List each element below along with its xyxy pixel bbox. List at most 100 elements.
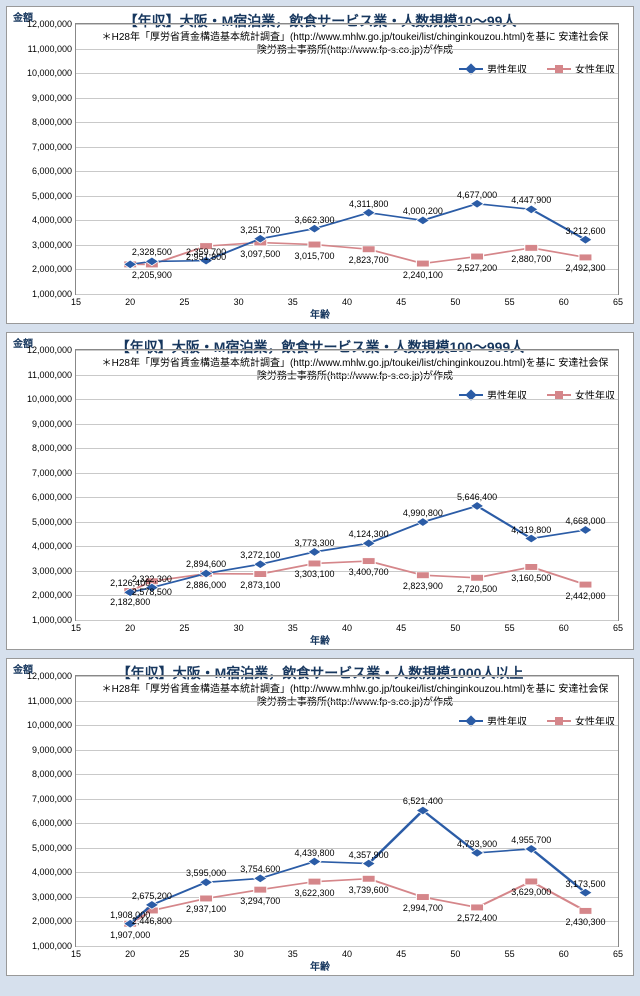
data-point-label: 4,311,800 [349, 199, 388, 209]
y-tick-label: 4,000,000 [32, 541, 72, 551]
y-tick-label: 3,000,000 [32, 566, 72, 576]
data-point-label: 3,629,000 [511, 887, 551, 897]
y-tick-label: 9,000,000 [32, 745, 72, 755]
data-point-label: 2,951,800 [186, 252, 226, 262]
data-point-label: 2,240,100 [403, 270, 443, 280]
data-point-label: 2,886,000 [186, 580, 226, 590]
data-point-label: 2,446,800 [132, 916, 172, 926]
x-tick-label: 15 [71, 949, 81, 959]
x-tick-label: 60 [559, 949, 569, 959]
x-tick-label: 30 [234, 949, 244, 959]
x-tick-label: 25 [179, 297, 189, 307]
data-point-label: 2,527,200 [457, 263, 497, 273]
data-point-label: 2,572,400 [457, 913, 497, 923]
data-point-label: 3,272,100 [240, 550, 280, 560]
y-tick-label: 1,000,000 [32, 289, 72, 299]
y-tick-label: 2,000,000 [32, 916, 72, 926]
data-point-label: 3,739,600 [349, 885, 389, 895]
y-tick-label: 8,000,000 [32, 769, 72, 779]
data-point-label: 2,205,900 [132, 270, 172, 280]
charts-container: 【年収】大阪・M宿泊業，飲食サービス業・人数規模10～99人＊H28年「厚労省賃… [6, 6, 634, 976]
plot-area: 1,000,0002,000,0003,000,0004,000,0005,00… [75, 23, 619, 295]
grid-line [76, 294, 618, 295]
y-tick-label: 12,000,000 [27, 671, 72, 681]
x-tick-label: 15 [71, 297, 81, 307]
data-point-label: 5,646,400 [457, 492, 497, 502]
data-point-label: 2,675,200 [132, 891, 172, 901]
data-point-label: 3,400,700 [349, 567, 389, 577]
data-point-label: 3,294,700 [240, 896, 280, 906]
x-tick-label: 20 [125, 949, 135, 959]
x-tick-label: 40 [342, 949, 352, 959]
data-point-label: 4,793,900 [457, 839, 497, 849]
x-tick-label: 40 [342, 297, 352, 307]
data-point-label: 2,720,500 [457, 584, 497, 594]
y-tick-label: 7,000,000 [32, 142, 72, 152]
data-point-label: 3,251,700 [240, 225, 280, 235]
x-tick-label: 65 [613, 949, 623, 959]
y-tick-label: 7,000,000 [32, 468, 72, 478]
x-tick-label: 50 [450, 623, 460, 633]
y-tick-label: 10,000,000 [27, 394, 72, 404]
x-axis-label: 年齢 [310, 632, 330, 647]
y-tick-label: 1,000,000 [32, 615, 72, 625]
data-point-label: 4,357,900 [349, 850, 389, 860]
y-tick-label: 10,000,000 [27, 720, 72, 730]
y-tick-label: 3,000,000 [32, 240, 72, 250]
data-point-label: 2,894,600 [186, 559, 226, 569]
y-tick-label: 5,000,000 [32, 517, 72, 527]
data-point-label: 4,319,800 [511, 525, 551, 535]
data-point-label: 2,937,100 [186, 904, 226, 914]
y-tick-label: 8,000,000 [32, 117, 72, 127]
data-point-label: 4,990,800 [403, 508, 443, 518]
data-point-label: 2,880,700 [511, 254, 551, 264]
y-tick-label: 8,000,000 [32, 443, 72, 453]
x-tick-label: 30 [234, 297, 244, 307]
data-point-label: 4,668,000 [565, 516, 605, 526]
chart-panel-2: 【年収】大阪・M宿泊業，飲食サービス業・人数規模1000人以上＊H28年「厚労省… [6, 658, 634, 976]
x-tick-label: 55 [505, 297, 515, 307]
data-point-label: 2,492,300 [565, 263, 605, 273]
y-tick-label: 11,000,000 [28, 370, 72, 380]
y-tick-label: 6,000,000 [32, 166, 72, 176]
data-point-label: 2,994,700 [403, 903, 443, 913]
data-point-label: 2,873,100 [240, 580, 280, 590]
x-tick-label: 55 [505, 949, 515, 959]
data-point-label: 2,823,900 [403, 581, 443, 591]
x-tick-label: 55 [505, 623, 515, 633]
y-tick-label: 3,000,000 [32, 892, 72, 902]
x-tick-label: 20 [125, 623, 135, 633]
data-point-label: 4,955,700 [511, 835, 551, 845]
data-point-label: 3,595,000 [186, 868, 226, 878]
y-tick-label: 11,000,000 [28, 44, 72, 54]
x-axis-label: 年齢 [310, 958, 330, 973]
y-tick-label: 6,000,000 [32, 492, 72, 502]
y-tick-label: 2,000,000 [32, 264, 72, 274]
y-tick-label: 12,000,000 [27, 19, 72, 29]
y-tick-label: 2,000,000 [32, 590, 72, 600]
y-tick-label: 9,000,000 [32, 419, 72, 429]
data-point-label: 3,097,500 [240, 249, 280, 259]
data-point-label: 3,662,300 [294, 215, 334, 225]
data-point-label: 3,173,500 [565, 879, 605, 889]
x-tick-label: 35 [288, 623, 298, 633]
data-point-label: 4,439,800 [294, 848, 334, 858]
data-point-label: 2,823,700 [349, 255, 389, 265]
chart-panel-1: 【年収】大阪・M宿泊業，飲食サービス業・人数規模100～999人＊H28年「厚労… [6, 332, 634, 650]
grid-line [76, 946, 618, 947]
x-tick-label: 30 [234, 623, 244, 633]
x-tick-label: 25 [179, 949, 189, 959]
data-point-label: 3,773,300 [294, 538, 334, 548]
x-tick-label: 20 [125, 297, 135, 307]
x-tick-label: 35 [288, 297, 298, 307]
y-tick-label: 4,000,000 [32, 867, 72, 877]
data-point-label: 6,521,400 [403, 796, 443, 806]
x-tick-label: 65 [613, 623, 623, 633]
data-point-label: 3,212,600 [565, 226, 605, 236]
x-tick-label: 40 [342, 623, 352, 633]
data-point-label: 4,677,000 [457, 190, 497, 200]
grid-line [76, 620, 618, 621]
x-tick-label: 35 [288, 949, 298, 959]
data-point-label: 1,907,000 [110, 930, 150, 940]
y-tick-label: 7,000,000 [32, 794, 72, 804]
